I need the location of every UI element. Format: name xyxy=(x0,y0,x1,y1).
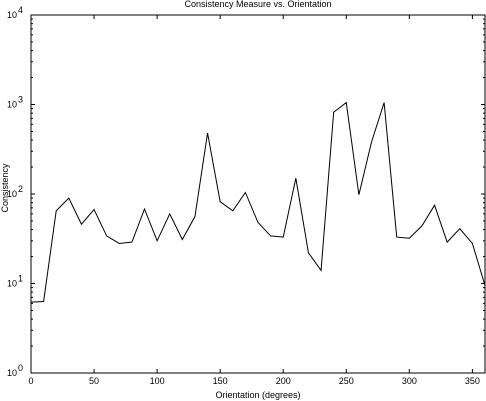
x-tick-label: 50 xyxy=(89,376,99,386)
y-tick-exponent: 2 xyxy=(18,184,23,194)
x-axis-label: Orientation (degrees) xyxy=(215,390,300,400)
y-tick-exponent: 3 xyxy=(18,95,23,105)
chart-title: Consistency Measure vs. Orientation xyxy=(184,0,331,9)
y-tick-label: 10 xyxy=(7,10,17,20)
x-tick-label: 250 xyxy=(339,376,354,386)
x-tick-label: 150 xyxy=(213,376,228,386)
x-tick-label: 350 xyxy=(465,376,480,386)
x-tick-label: 300 xyxy=(402,376,417,386)
y-tick-label: 10 xyxy=(7,368,17,378)
y-tick-label: 10 xyxy=(7,189,17,199)
x-tick-label: 100 xyxy=(150,376,165,386)
y-tick-exponent: 4 xyxy=(18,5,23,15)
y-tick-label: 10 xyxy=(7,100,17,110)
x-tick-label: 0 xyxy=(28,376,33,386)
x-tick-label: 200 xyxy=(276,376,291,386)
y-tick-exponent: 1 xyxy=(18,274,23,284)
y-tick-exponent: 0 xyxy=(18,363,23,373)
series-line xyxy=(30,101,486,303)
y-axis-label: Consistency xyxy=(0,163,10,213)
y-tick-label: 10 xyxy=(7,279,17,289)
